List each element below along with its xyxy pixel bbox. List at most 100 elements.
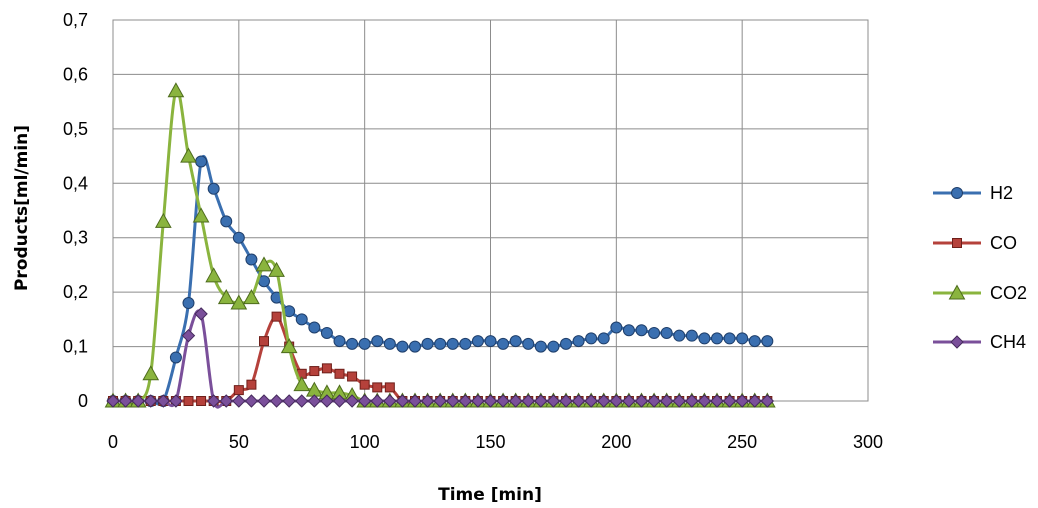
y-tick-label: 0,4 — [63, 173, 88, 193]
y-tick-label: 0,1 — [63, 337, 88, 357]
data-point-ch4 — [559, 394, 573, 408]
y-tick-label: 0,7 — [63, 10, 88, 30]
data-point-ch4 — [659, 394, 674, 408]
data-point-ch4 — [320, 394, 334, 408]
legend-label-co: CO — [990, 233, 1017, 253]
data-point-co2 — [230, 294, 248, 310]
data-point-co — [384, 382, 395, 393]
x-tick-label: 300 — [853, 432, 883, 452]
legend-label-co2: CO2 — [990, 283, 1027, 303]
data-point-ch4 — [307, 394, 322, 408]
data-point-co2 — [205, 267, 223, 283]
data-point-co — [196, 396, 207, 406]
data-point-ch4 — [219, 394, 233, 408]
legend-marker-h2 — [951, 187, 963, 199]
data-point-h2 — [711, 332, 723, 345]
x-tick-label: 100 — [350, 432, 380, 452]
y-tick-label: 0 — [78, 391, 88, 411]
legend-marker-co2 — [948, 284, 966, 300]
data-point-ch4 — [433, 394, 447, 408]
data-point-ch4 — [685, 394, 699, 408]
data-point-h2 — [207, 182, 220, 195]
data-point-co — [372, 382, 383, 393]
data-point-ch4 — [508, 394, 523, 408]
data-point-ch4 — [244, 394, 259, 408]
data-point-h2 — [333, 335, 346, 348]
x-tick-label: 200 — [601, 432, 631, 452]
data-point-h2 — [471, 335, 484, 348]
data-point-ch4 — [597, 394, 611, 408]
x-tick-label: 150 — [475, 432, 505, 452]
data-point-h2 — [547, 340, 560, 353]
legend-item-h2: H2 — [933, 183, 1013, 203]
data-point-ch4 — [383, 394, 397, 408]
data-point-ch4 — [181, 328, 196, 343]
data-point-h2 — [371, 335, 384, 348]
data-point-ch4 — [357, 394, 372, 408]
series-ch4 — [106, 307, 775, 409]
data-point-ch4 — [697, 394, 712, 408]
data-point-ch4 — [282, 394, 296, 408]
data-point-co — [334, 368, 345, 379]
data-point-co — [183, 396, 194, 406]
data-point-h2 — [685, 329, 698, 342]
data-point-h2 — [509, 335, 522, 348]
x-tick-label: 50 — [229, 432, 249, 452]
data-point-ch4 — [735, 394, 749, 408]
data-point-h2 — [459, 337, 472, 350]
y-tick-label: 0,3 — [63, 228, 88, 248]
data-point-ch4 — [257, 394, 271, 408]
data-point-h2 — [673, 329, 686, 342]
data-point-h2 — [446, 337, 459, 350]
data-point-ch4 — [144, 394, 158, 408]
data-point-h2 — [723, 332, 736, 345]
data-point-h2 — [245, 253, 258, 266]
data-point-ch4 — [710, 394, 724, 408]
data-point-h2 — [597, 332, 610, 345]
data-point-co — [271, 311, 282, 322]
y-axis-title: Products[ml/min] — [12, 125, 32, 291]
data-point-h2 — [522, 337, 535, 350]
data-point-h2 — [761, 335, 774, 348]
data-point-ch4 — [420, 394, 435, 408]
data-point-ch4 — [534, 394, 548, 408]
data-point-co2 — [217, 289, 235, 305]
data-point-h2 — [660, 326, 673, 339]
data-point-ch4 — [483, 394, 498, 408]
data-point-co2 — [243, 289, 260, 305]
data-point-ch4 — [458, 394, 473, 408]
data-point-ch4 — [156, 394, 171, 408]
data-point-ch4 — [232, 394, 246, 408]
data-point-h2 — [396, 340, 409, 353]
data-point-h2 — [534, 340, 547, 353]
data-point-h2 — [698, 332, 711, 345]
data-point-h2 — [484, 335, 497, 348]
data-point-h2 — [195, 155, 208, 168]
legend-marker-co — [952, 238, 962, 248]
data-point-co — [259, 336, 269, 347]
data-point-h2 — [585, 332, 598, 345]
data-point-ch4 — [408, 394, 422, 408]
data-point-ch4 — [634, 394, 649, 408]
data-point-h2 — [232, 231, 245, 244]
data-point-ch4 — [169, 394, 183, 408]
data-point-co2 — [268, 261, 285, 277]
data-point-ch4 — [194, 307, 208, 321]
x-tick-label: 0 — [108, 432, 118, 452]
data-point-ch4 — [446, 394, 460, 408]
data-point-co — [246, 379, 257, 390]
data-point-ch4 — [521, 394, 535, 408]
tick-labels: 0 0,1 0,2 0,3 0,4 0,5 0,6 0,7 0 50 100 150 200 250 300 — [63, 10, 883, 452]
data-point-ch4 — [584, 394, 598, 408]
data-point-h2 — [320, 326, 333, 339]
data-point-ch4 — [131, 394, 145, 408]
data-point-h2 — [182, 297, 195, 310]
data-point-h2 — [497, 337, 510, 350]
legend-label-ch4: CH4 — [990, 332, 1026, 352]
data-point-ch4 — [471, 394, 485, 408]
data-point-co2 — [154, 212, 172, 228]
data-point-h2 — [736, 332, 749, 345]
data-point-h2 — [560, 337, 572, 350]
data-point-h2 — [635, 324, 648, 337]
